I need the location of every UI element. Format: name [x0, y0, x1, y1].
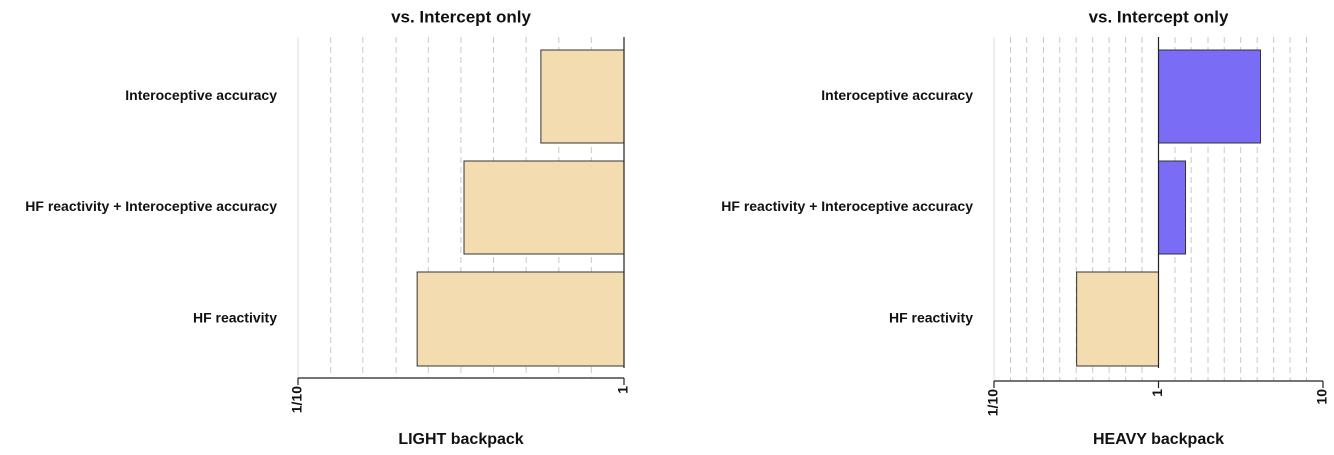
bar: [540, 49, 625, 144]
x-tick-label: 1/10: [289, 386, 305, 413]
bar: [1076, 271, 1160, 367]
x-tick-label: 1: [615, 386, 631, 394]
bar: [463, 160, 625, 255]
category-label: HF reactivity: [193, 310, 277, 326]
chart-title: vs. Intercept only: [391, 7, 531, 26]
category-label: HF reactivity + Interoceptive accuracy: [25, 198, 277, 214]
bar: [416, 271, 625, 367]
x-axis-label: HEAVY backpack: [1093, 431, 1224, 448]
category-label: HF reactivity: [889, 310, 973, 326]
x-axis-label: LIGHT backpack: [398, 431, 523, 448]
category-label: Interoceptive accuracy: [125, 87, 277, 103]
category-label: HF reactivity + Interoceptive accuracy: [721, 198, 973, 214]
bar: [1158, 160, 1187, 255]
bar: [1158, 49, 1262, 144]
category-label: Interoceptive accuracy: [821, 87, 973, 103]
x-tick-label: 10: [1314, 389, 1330, 405]
x-tick-label: 1: [1149, 389, 1165, 397]
x-tick-label: 1/10: [985, 389, 1001, 416]
chart-title: vs. Intercept only: [1089, 7, 1229, 26]
